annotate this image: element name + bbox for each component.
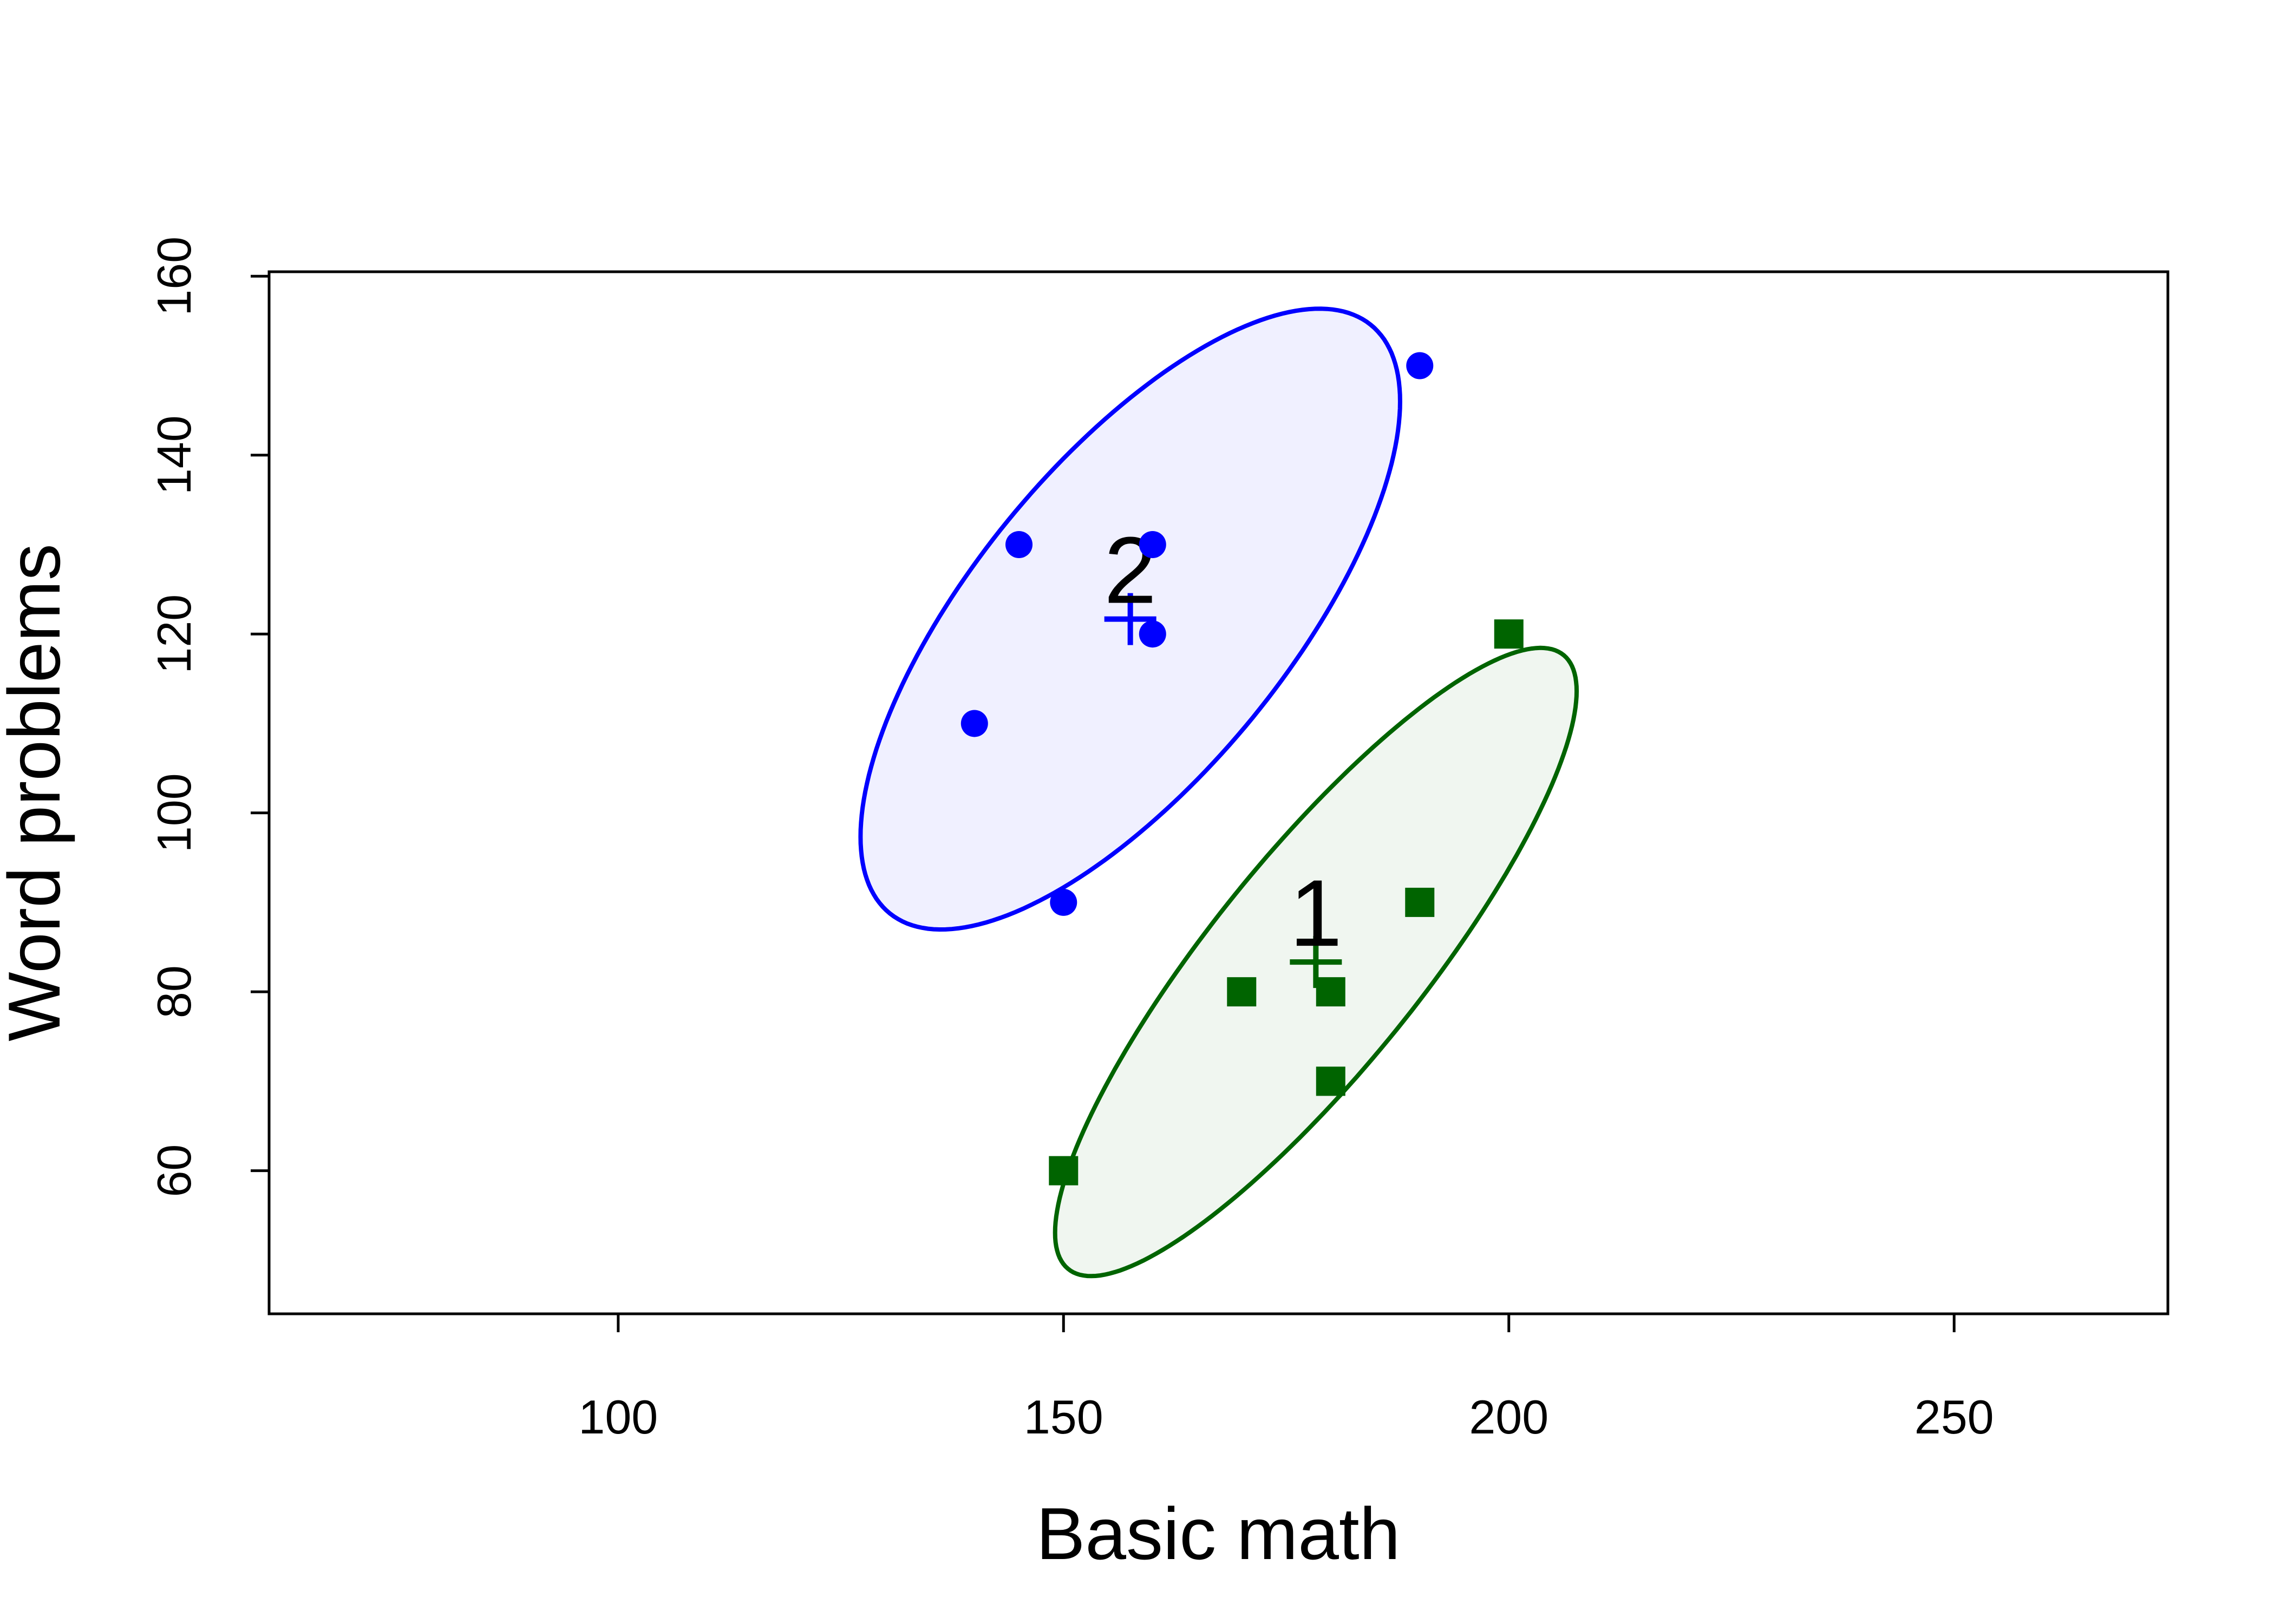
point bbox=[1494, 619, 1524, 649]
y-tick-label: 140 bbox=[147, 415, 201, 495]
x-axis-title: Basic math bbox=[1036, 1492, 1401, 1575]
point bbox=[1316, 1066, 1345, 1096]
x-tick-label: 200 bbox=[1469, 1390, 1548, 1444]
y-tick-label: 120 bbox=[147, 594, 201, 674]
point bbox=[1405, 887, 1435, 917]
y-tick-label: 160 bbox=[147, 237, 201, 316]
x-tick-label: 150 bbox=[1024, 1390, 1103, 1444]
point bbox=[960, 710, 988, 737]
y-tick-label: 100 bbox=[147, 773, 201, 853]
y-tick-label: 80 bbox=[147, 965, 201, 1018]
point bbox=[1050, 888, 1077, 916]
point bbox=[1316, 977, 1345, 1007]
plot-frame bbox=[267, 270, 2170, 1315]
point bbox=[1406, 352, 1434, 379]
point bbox=[1227, 977, 1257, 1007]
y-tick-label: 60 bbox=[147, 1144, 201, 1197]
x-tick-label: 100 bbox=[578, 1390, 658, 1444]
point bbox=[1049, 1156, 1079, 1186]
point bbox=[1139, 531, 1166, 558]
x-tick-label: 250 bbox=[1914, 1390, 1994, 1444]
point bbox=[1139, 620, 1166, 648]
group-label: 1 bbox=[1290, 861, 1342, 966]
point bbox=[1005, 531, 1033, 558]
y-axis-title: Word problems bbox=[0, 543, 75, 1042]
